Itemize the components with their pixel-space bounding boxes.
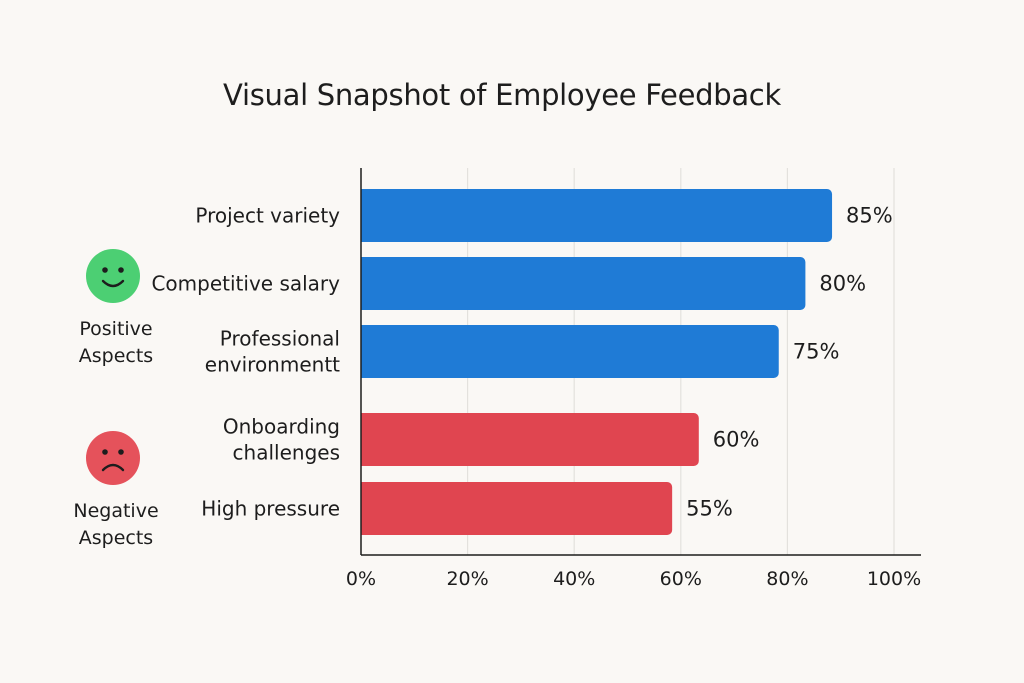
bar[interactable] [361,189,833,242]
category-label: Onboarding [223,415,340,439]
eye-icon [102,267,108,273]
category-label: High pressure [201,497,340,521]
mouth-icon [101,463,125,472]
category-label: environmentt [205,353,340,377]
x-tick-label: 80% [766,568,808,590]
bar-base [361,189,369,242]
group-label: Positive [79,318,152,340]
data-label: 60% [713,428,760,452]
sad-face-icon [86,431,140,485]
bar[interactable] [361,325,779,378]
bar-base [361,257,369,310]
eye-icon [118,449,124,455]
x-tick-label: 40% [553,568,595,590]
x-tick-label: 0% [346,568,376,590]
data-label: 55% [686,497,733,521]
category-label: Project variety [195,204,340,228]
group-label: Aspects [79,527,153,549]
x-tick-label: 60% [660,568,702,590]
bar-base [361,325,369,378]
data-label: 80% [819,272,866,296]
bar[interactable] [361,257,806,310]
happy-face-icon [86,249,140,303]
data-label: 85% [846,204,893,228]
group-label: Aspects [79,345,153,367]
category-label: challenges [233,441,340,465]
x-tick-label: 20% [446,568,488,590]
group-label: Negative [73,500,158,522]
eye-icon [102,449,108,455]
data-label: 75% [793,340,840,364]
eye-icon [118,267,124,273]
chart-title: Visual Snapshot of Employee Feedback [223,78,781,112]
bar[interactable] [361,413,699,466]
category-label: Competitive salary [151,272,340,296]
bar[interactable] [361,482,673,535]
bar-base [361,413,369,466]
bar-base [361,482,369,535]
category-label: Professional [220,327,340,351]
x-tick-label: 100% [867,568,921,590]
mouth-icon [101,279,125,288]
